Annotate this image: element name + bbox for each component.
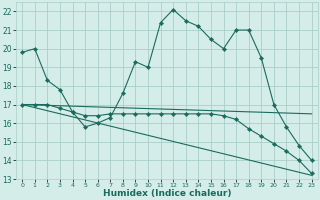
X-axis label: Humidex (Indice chaleur): Humidex (Indice chaleur) xyxy=(103,189,231,198)
